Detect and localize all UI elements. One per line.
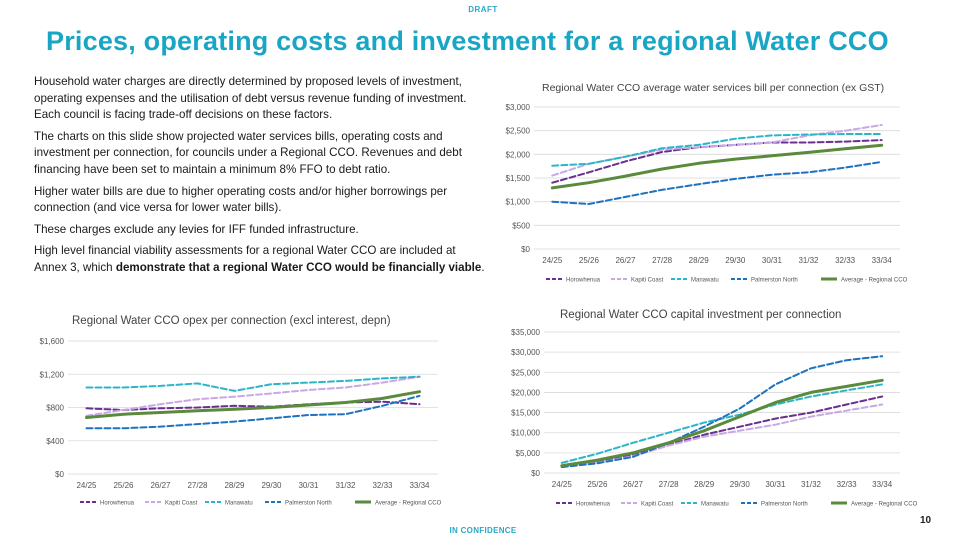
body-text: Household water charges are directly det…: [34, 74, 490, 282]
x-tick-label: 32/33: [372, 481, 393, 490]
legend-label: Horowhenua: [566, 278, 601, 284]
y-tick-label: $15,000: [511, 409, 540, 418]
series-line-manawatu: [560, 383, 884, 464]
x-tick-label: 26/27: [623, 480, 644, 489]
chart-title: Regional Water CCO opex per connection (…: [72, 315, 391, 327]
series-line-manawatu: [551, 133, 883, 167]
chart-title: Regional Water CCO average water service…: [542, 82, 884, 94]
x-tick-label: 33/34: [872, 480, 893, 489]
series-line-palmerston-north: [560, 355, 884, 468]
x-tick-label: 33/34: [872, 256, 893, 265]
x-tick-label: 27/28: [652, 256, 673, 265]
legend-label: Palmerston North: [751, 278, 798, 284]
x-tick-label: 25/26: [587, 480, 608, 489]
x-tick-label: 25/26: [579, 256, 600, 265]
series-line-average-regional-cco: [560, 378, 884, 468]
legend-label: Kapiti Coast: [165, 501, 198, 507]
x-tick-label: 24/25: [552, 480, 573, 489]
x-tick-label: 28/29: [224, 481, 245, 490]
chart-title: Regional Water CCO capital investment pe…: [560, 309, 841, 321]
x-tick-label: 29/30: [730, 480, 751, 489]
series-line-average-regional-cco: [550, 143, 884, 190]
x-tick-label: 30/31: [298, 481, 319, 490]
x-tick-label: 33/34: [409, 481, 430, 490]
paragraph: The charts on this slide show projected …: [34, 129, 462, 176]
x-tick-label: 27/28: [659, 480, 680, 489]
draft-label: DRAFT: [468, 5, 498, 14]
page-number: 10: [920, 515, 932, 526]
y-tick-label: $2,500: [506, 127, 531, 136]
x-tick-label: 27/28: [187, 481, 208, 490]
legend-label: Kapiti Coast: [631, 278, 664, 284]
paragraph: Higher water bills are due to higher ope…: [34, 184, 448, 215]
legend-label: Average - Regional CCO: [851, 502, 918, 508]
x-tick-label: 31/32: [798, 256, 819, 265]
legend-label: Average - Regional CCO: [375, 501, 442, 507]
x-tick-label: 30/31: [762, 256, 783, 265]
x-tick-label: 32/33: [837, 480, 858, 489]
y-tick-label: $3,000: [506, 103, 531, 112]
legend-label: Palmerston North: [761, 502, 808, 508]
y-tick-label: $500: [512, 221, 530, 230]
y-tick-label: $400: [46, 437, 64, 446]
paragraph: Household water charges are directly det…: [34, 75, 467, 122]
y-tick-label: $10,000: [511, 429, 540, 438]
chart-svg: Regional Water CCO opex per connection (…: [40, 315, 442, 507]
legend-label: Horowhenua: [100, 501, 135, 507]
series-line-palmerston-north: [85, 394, 421, 430]
series-line-average-regional-cco: [85, 390, 421, 419]
y-tick-label: $0: [55, 470, 64, 479]
legend-label: Palmerston North: [285, 501, 332, 507]
x-tick-label: 31/32: [801, 480, 822, 489]
y-tick-label: $25,000: [511, 368, 540, 377]
x-tick-label: 30/31: [765, 480, 786, 489]
series-line-palmerston-north: [551, 160, 883, 205]
legend-label: Horowhenua: [576, 502, 611, 508]
series-line-horowhenua: [551, 139, 883, 184]
chart-bill-per-connection: Regional Water CCO average water service…: [500, 74, 920, 290]
legend-label: Manawatu: [225, 501, 253, 507]
chart-svg: Regional Water CCO capital investment pe…: [511, 309, 918, 508]
x-tick-label: 29/30: [261, 481, 282, 490]
x-tick-label: 29/30: [725, 256, 746, 265]
x-tick-label: 28/29: [694, 480, 715, 489]
series-line-horowhenua: [85, 400, 421, 411]
x-tick-label: 24/25: [542, 256, 563, 265]
x-tick-label: 24/25: [76, 481, 97, 490]
y-tick-label: $30,000: [511, 348, 540, 357]
y-tick-label: $0: [531, 469, 540, 478]
chart-svg: Regional Water CCO average water service…: [506, 82, 908, 284]
chart-capital-investment-per-connection: Regional Water CCO capital investment pe…: [500, 302, 920, 516]
paragraph: These charges exclude any levies for IFF…: [34, 222, 359, 236]
legend-label: Manawatu: [701, 502, 729, 508]
y-tick-label: $35,000: [511, 328, 540, 337]
x-tick-label: 31/32: [335, 481, 356, 490]
series-line-manawatu: [85, 375, 421, 392]
x-tick-label: 26/27: [615, 256, 636, 265]
x-tick-label: 32/33: [835, 256, 856, 265]
legend-label: Average - Regional CCO: [841, 278, 908, 284]
confidentiality-label: IN CONFIDENCE: [449, 526, 517, 535]
y-tick-label: $2,000: [506, 150, 531, 159]
x-tick-label: 28/29: [689, 256, 710, 265]
y-tick-label: $5,000: [516, 449, 541, 458]
viability-statement: demonstrate that a regional Water CCO wo…: [115, 260, 482, 274]
paragraph-viability: High level financial viability assessmen…: [34, 243, 490, 276]
legend-label: Kapiti Coast: [641, 502, 674, 508]
y-tick-label: $0: [521, 245, 530, 254]
series-line-kapiti-coast: [85, 375, 421, 417]
x-tick-label: 25/26: [113, 481, 134, 490]
y-tick-label: $20,000: [511, 388, 540, 397]
paragraph-text: High level financial viability assessmen…: [34, 244, 456, 274]
chart-opex-per-connection: Regional Water CCO opex per connection (…: [20, 306, 452, 516]
y-tick-label: $1,600: [40, 337, 65, 346]
legend-label: Manawatu: [691, 278, 719, 284]
x-tick-label: 26/27: [150, 481, 171, 490]
y-tick-label: $1,200: [40, 370, 65, 379]
y-tick-label: $800: [46, 404, 64, 413]
y-tick-label: $1,500: [506, 174, 531, 183]
page-title: Prices, operating costs and investment f…: [46, 26, 889, 56]
y-tick-label: $1,000: [506, 198, 531, 207]
paragraph-end: .: [481, 260, 485, 274]
